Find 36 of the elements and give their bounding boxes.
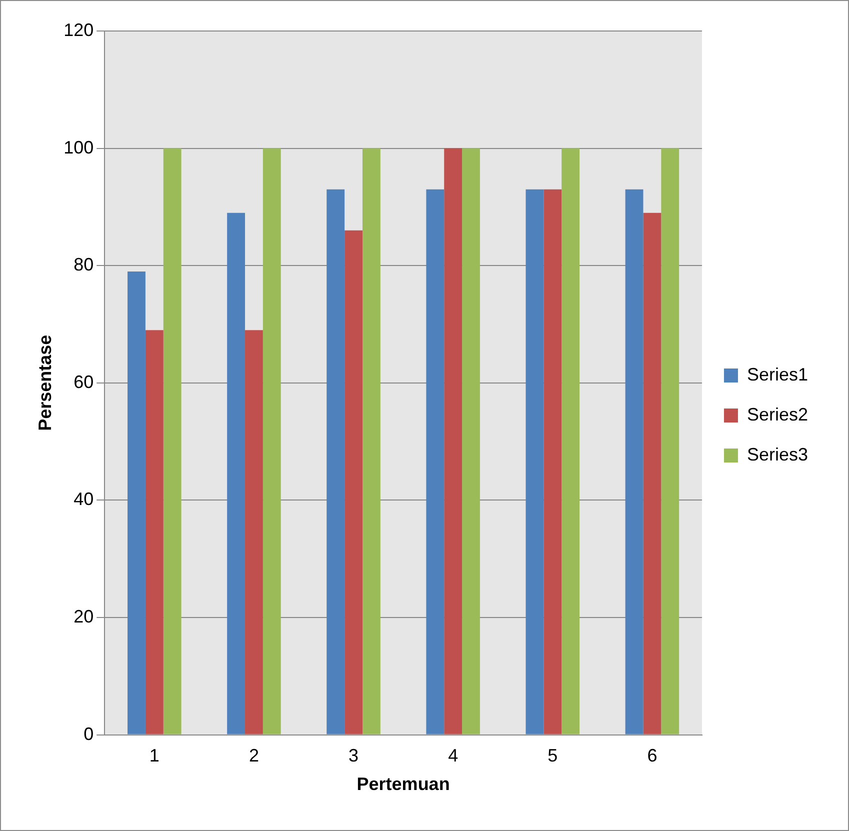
- bar: [462, 148, 480, 734]
- bar: [362, 148, 380, 734]
- bar: [227, 212, 246, 734]
- y-tick-label: 40: [74, 489, 94, 510]
- x-axis-title: Pertemuan: [356, 774, 450, 794]
- x-tick-label: 3: [348, 746, 359, 766]
- bar: [444, 148, 462, 734]
- legend-label: Series3: [746, 444, 808, 464]
- legend-label: Series2: [746, 404, 808, 424]
- bar: [544, 189, 562, 734]
- bar: [643, 212, 662, 734]
- y-tick-label: 60: [74, 372, 94, 392]
- x-tick-label: 1: [149, 746, 160, 766]
- x-tick-label: 5: [548, 746, 558, 766]
- bar: [526, 189, 544, 734]
- bar: [344, 230, 362, 734]
- bar: [262, 148, 281, 734]
- bar: [562, 148, 580, 734]
- x-tick-label: 6: [647, 746, 658, 766]
- legend-label: Series1: [746, 364, 808, 384]
- x-tick-label: 4: [448, 746, 458, 766]
- bar: [245, 330, 263, 734]
- y-tick-label: 20: [74, 606, 94, 626]
- y-tick-label: 80: [74, 254, 94, 275]
- bar: [128, 271, 146, 734]
- bar: [661, 148, 680, 734]
- bar: [326, 189, 345, 734]
- x-tick-label: 2: [248, 746, 259, 766]
- y-axis-title: Persentase: [34, 334, 55, 431]
- bar: [145, 330, 164, 734]
- bar: [163, 148, 182, 734]
- y-tick-label: 120: [64, 20, 94, 40]
- bar: [625, 189, 644, 734]
- y-tick-label: 100: [64, 137, 94, 158]
- bar: [426, 189, 444, 734]
- y-tick-label: 0: [84, 724, 94, 744]
